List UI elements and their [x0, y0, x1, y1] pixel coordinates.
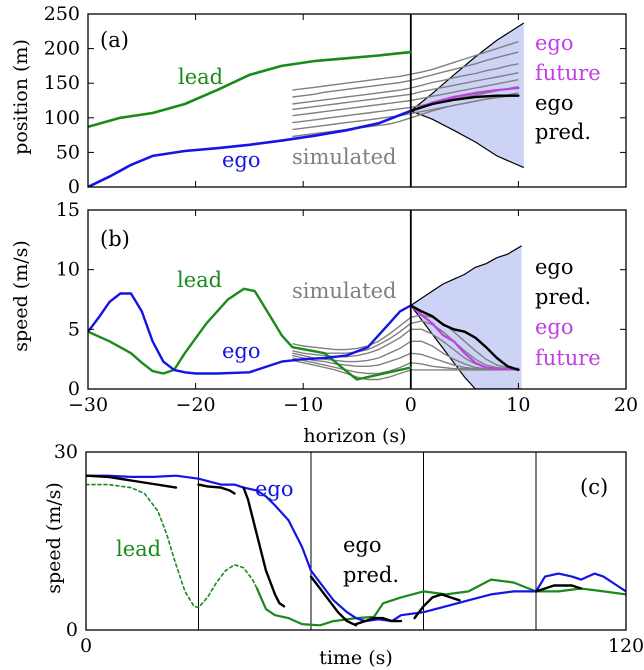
axes-frame: [87, 209, 627, 390]
ego-pred-line: [242, 486, 286, 608]
panel-b-label-pred-1: ego: [535, 255, 574, 279]
lead-line: [88, 50, 413, 129]
axes-frame: [87, 13, 627, 188]
y-tick-label: 0: [66, 619, 78, 641]
ego-line: [86, 474, 626, 623]
simulated-line: [292, 320, 519, 370]
panel-c-xlabel: time (s): [319, 647, 393, 669]
panel-a-ylabel: position (m): [10, 39, 32, 155]
plot-area: [88, 210, 522, 389]
simulated-line: [292, 72, 519, 111]
panel-b-xlabel: horizon (s): [303, 425, 406, 447]
simulated-line: [292, 63, 519, 105]
lead-line: [255, 578, 626, 627]
panel-b-label-future-1: ego: [535, 315, 574, 339]
panel-b-label-pred-2: pred.: [535, 285, 591, 309]
x-tick-label: −20: [176, 394, 216, 416]
panel-b-label-future-2: future: [535, 346, 601, 370]
x-tick-label: 0: [405, 394, 417, 416]
panel-a-label-future-1: ego: [535, 31, 574, 55]
panel-c-label: (c): [580, 475, 608, 499]
ego-line: [88, 292, 412, 375]
panel-b: 0 5 10 15 −30 −20 −10 0 10 20 (b) speed (m/s) hor…: [10, 199, 638, 447]
y-tick-label: 100: [44, 107, 80, 129]
panel-a-label: (a): [100, 28, 129, 52]
ego-pred-line: [534, 584, 583, 593]
x-tick-label: −10: [283, 394, 323, 416]
plot-area: [86, 452, 626, 630]
ego-pred-line: [197, 483, 236, 495]
ego-line: [88, 109, 413, 187]
y-tick-label: 150: [44, 72, 80, 94]
prediction-band-upper: [410, 245, 522, 306]
ego-pred-line: [354, 616, 403, 626]
lead-line: [86, 483, 258, 609]
y-tick-label: 200: [44, 38, 80, 60]
ego-pred-line: [409, 94, 520, 113]
panel-b-label-ego: ego: [222, 339, 261, 363]
simulated-line: [292, 357, 519, 375]
x-tick-label: −30: [68, 394, 108, 416]
panel-b-label-lead: lead: [177, 268, 222, 292]
prediction-band-lower: [410, 305, 522, 389]
panel-b-label-simulated: simulated: [292, 279, 396, 303]
y-tick-label: 0: [68, 176, 80, 198]
ego-pred-line: [413, 593, 461, 620]
panel-b-label: (b): [100, 227, 130, 251]
lead-line: [88, 287, 412, 381]
panel-a: 0 50 100 150 200 250 (a) position (m) lead eg…: [10, 3, 627, 198]
panel-c-label-pred-2: pred.: [343, 563, 399, 587]
ego-pred-line: [409, 304, 520, 372]
x-tick-label: 120: [608, 635, 644, 657]
simulated-line: [292, 94, 519, 138]
simulated-line: [292, 86, 519, 124]
plot-area: [88, 14, 525, 187]
ego-future-line: [409, 304, 520, 370]
panel-a-label-future-2: future: [535, 61, 601, 85]
prediction-band: [410, 245, 522, 389]
simulated-line: [292, 41, 519, 91]
simulated-line: [292, 51, 519, 98]
simulated-line: [292, 359, 519, 381]
x-tick-label: 20: [614, 394, 638, 416]
prediction-band-lower: [410, 110, 525, 169]
simulated-line: [292, 314, 519, 370]
panel-a-label-pred-1: ego: [535, 91, 574, 115]
y-tick-label: 0: [68, 378, 80, 400]
x-tick-label: 10: [506, 394, 530, 416]
panel-b-ylabel: speed (m/s): [10, 240, 32, 352]
panel-c-ylabel: speed (m/s): [43, 482, 65, 594]
ego-pred-line: [86, 474, 178, 489]
axes-frame: [85, 451, 627, 631]
panel-a-label-pred-2: pred.: [535, 120, 591, 144]
panel-a-label-simulated: simulated: [292, 145, 396, 169]
y-tick-label: 15: [56, 199, 80, 221]
panel-c-label-ego: ego: [255, 477, 294, 501]
y-tick-label: 5: [68, 318, 80, 340]
panel-c-label-pred-1: ego: [343, 533, 382, 557]
y-tick-label: 50: [56, 141, 80, 163]
panel-c-label-lead: lead: [116, 537, 161, 561]
ego-pred-line: [309, 575, 358, 627]
panel-a-label-lead: lead: [178, 65, 223, 89]
x-tick-label: 0: [80, 635, 92, 657]
y-tick-label: 250: [44, 3, 80, 25]
simulated-line: [292, 79, 519, 117]
panel-a-label-ego: ego: [222, 148, 261, 172]
y-tick-label: 10: [56, 259, 80, 281]
y-tick-label: 30: [54, 441, 78, 463]
panel-c: 0 30 0 120 (c) speed (m/s) time (s) ego lea…: [43, 441, 644, 669]
